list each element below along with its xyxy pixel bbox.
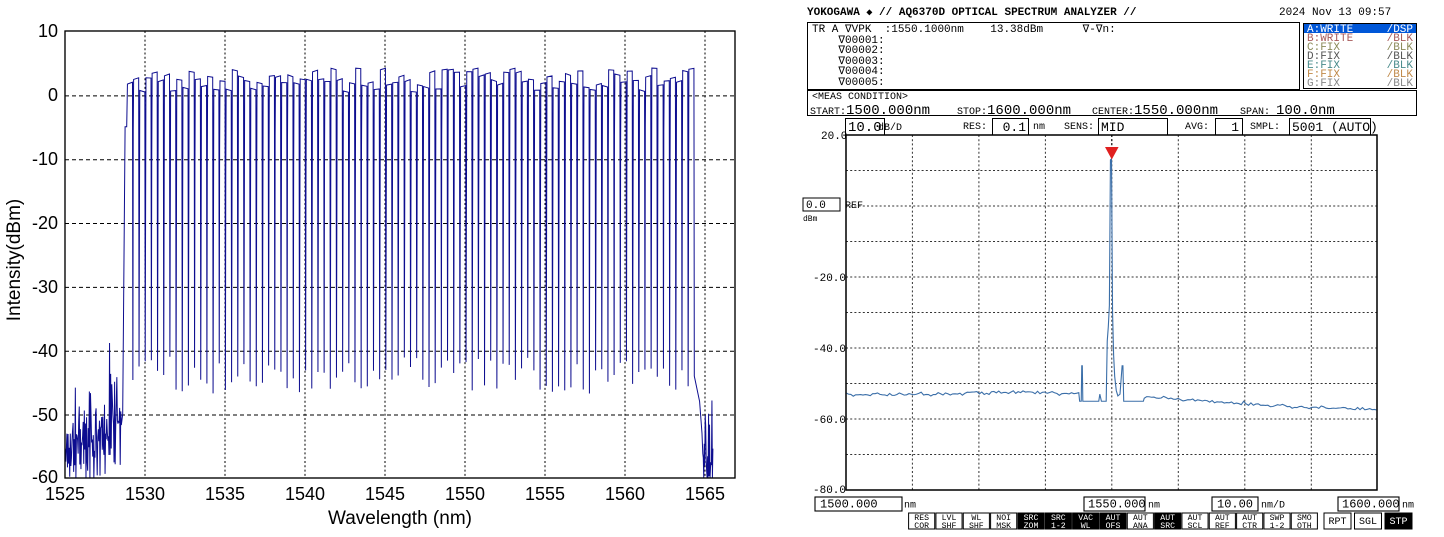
svg-text:ANA: ANA: [1133, 522, 1148, 531]
svg-text:SHF: SHF: [942, 522, 957, 531]
svg-text:1600.000: 1600.000: [1342, 498, 1400, 512]
svg-text:ZOM: ZOM: [1024, 522, 1039, 531]
svg-text:SHF: SHF: [969, 522, 984, 531]
svg-text:SCL: SCL: [1188, 522, 1203, 531]
svg-text:nm: nm: [1148, 501, 1160, 512]
svg-text:-40.0: -40.0: [813, 344, 846, 356]
svg-text:nm: nm: [1402, 501, 1414, 512]
svg-text:1-2: 1-2: [1051, 522, 1066, 531]
svg-text:-80.0: -80.0: [813, 485, 846, 497]
svg-text:REF: REF: [1215, 522, 1230, 531]
svg-text:WL: WL: [1081, 522, 1091, 531]
svg-text:1-2: 1-2: [1270, 522, 1285, 531]
svg-text:MSK: MSK: [996, 522, 1011, 531]
svg-text:nm/D: nm/D: [1261, 500, 1285, 512]
svg-text:OTH: OTH: [1297, 522, 1312, 531]
svg-text:1500.000: 1500.000: [820, 498, 878, 512]
svg-text:CTR: CTR: [1242, 522, 1257, 531]
svg-text:-60.0: -60.0: [813, 415, 846, 427]
svg-text:OFS: OFS: [1106, 522, 1121, 531]
svg-text:1550.000: 1550.000: [1088, 498, 1146, 512]
svg-text:-20.0: -20.0: [813, 273, 846, 285]
svg-text:RPT: RPT: [1328, 517, 1346, 528]
svg-text:SRC: SRC: [1160, 522, 1175, 531]
svg-text:STP: STP: [1389, 517, 1407, 528]
svg-text:nm: nm: [904, 501, 916, 512]
svg-text:SGL: SGL: [1359, 517, 1377, 528]
svg-text:10.00: 10.00: [1217, 498, 1253, 512]
svg-text:COR: COR: [914, 522, 929, 531]
